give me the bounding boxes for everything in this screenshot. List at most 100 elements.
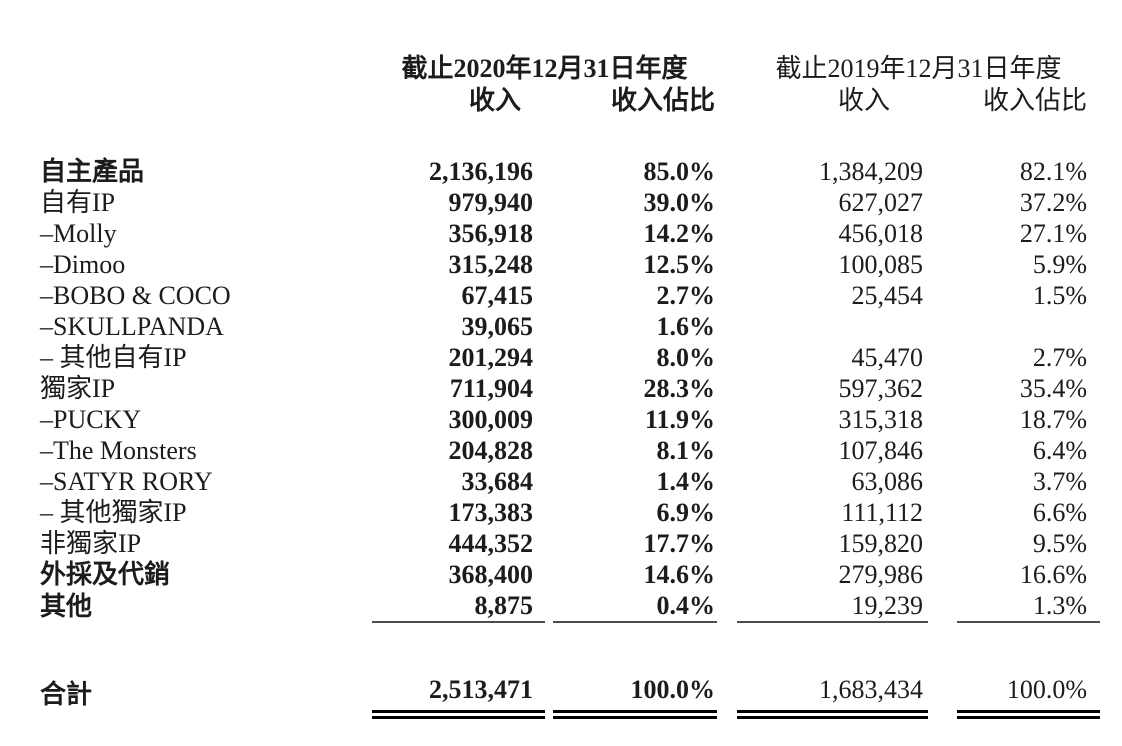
revenue-2020: 8,875 xyxy=(372,590,545,623)
table-row: –SATYR RORY 33,684 1.4% 63,086 3.7% xyxy=(40,466,1100,497)
header-gap-cell xyxy=(928,84,957,116)
gap-cell xyxy=(928,497,957,528)
period-2020-title: 截止2020年12月31日年度 xyxy=(401,54,688,84)
revenue-breakdown-table: 截止2020年12月31日年度 截止2019年12月31日年度 收入 收入佔比 … xyxy=(40,50,1101,719)
gap-cell xyxy=(545,311,553,342)
total-revenue-2019: 1,683,434 xyxy=(737,659,929,719)
gap-cell xyxy=(717,528,737,559)
gap-cell xyxy=(717,218,737,249)
table-row: 外採及代銷 368,400 14.6% 279,986 16.6% xyxy=(40,559,1100,590)
gap-cell xyxy=(928,249,957,280)
revenue-2020: 2,136,196 xyxy=(429,157,533,187)
header-gap-cell xyxy=(717,84,737,116)
revenue-2019: 111,112 xyxy=(841,498,924,528)
share-2019: 9.5% xyxy=(1032,529,1088,559)
gap-cell xyxy=(928,218,957,249)
gap-cell xyxy=(928,659,957,715)
revenue-2020: 315,248 xyxy=(448,250,534,280)
row-label: 獨家IP xyxy=(40,374,116,404)
gap-cell xyxy=(928,528,957,559)
gap-cell xyxy=(545,590,553,622)
gap-cell xyxy=(717,280,737,311)
table-body: 自主產品 2,136,196 85.0% 1,384,209 82.1% 自有IP 979,… xyxy=(40,156,1101,623)
gap-cell xyxy=(717,311,737,342)
table-row: – 其他自有IP 201,294 8.0% 45,470 2.7% xyxy=(40,342,1100,373)
gap-cell xyxy=(545,497,553,528)
share-2020: 0.4% xyxy=(553,590,718,623)
revenue-2020: 204,828 xyxy=(448,436,534,466)
gap-cell xyxy=(717,373,737,404)
row-label: –SATYR RORY xyxy=(40,467,213,497)
row-label: –Molly xyxy=(40,219,117,249)
share-2020: 2.7% xyxy=(656,281,716,311)
pre-total-spacer xyxy=(40,622,1100,659)
gap-cell xyxy=(545,528,553,559)
gap-cell xyxy=(717,404,737,435)
gap-cell xyxy=(545,466,553,497)
total-share-2019: 100.0% xyxy=(957,659,1101,719)
share-2019: 2.7% xyxy=(1032,343,1088,373)
col-header-revenue-2019: 收入 xyxy=(838,86,891,116)
total-revenue-2020: 2,513,471 xyxy=(372,659,545,719)
header-gap-cell xyxy=(717,50,737,84)
table-row: 非獨家IP 444,352 17.7% 159,820 9.5% xyxy=(40,528,1100,559)
gap-cell xyxy=(717,435,737,466)
gap-cell xyxy=(928,435,957,466)
col-header-revenue-2020: 收入 xyxy=(468,86,521,116)
share-2020: 1.4% xyxy=(656,467,716,497)
table-row: –Molly 356,918 14.2% 456,018 27.1% xyxy=(40,218,1100,249)
share-2020: 85.0% xyxy=(643,157,716,187)
share-2020: 17.7% xyxy=(643,529,716,559)
row-label: –Dimoo xyxy=(40,250,126,280)
share-2020: 8.1% xyxy=(656,436,716,466)
revenue-2020: 39,065 xyxy=(461,312,534,342)
gap-cell xyxy=(717,497,737,528)
share-2019: 6.6% xyxy=(1032,498,1088,528)
gap-cell xyxy=(928,311,957,342)
row-label: 其他 xyxy=(40,592,93,622)
row-label: 自有IP xyxy=(40,188,116,218)
revenue-2020: 444,352 xyxy=(448,529,534,559)
share-2020: 11.9% xyxy=(644,405,716,435)
share-2019: 1.5% xyxy=(1032,281,1088,311)
col-header-share-2019: 收入佔比 xyxy=(983,86,1088,116)
row-label: 自主產品 xyxy=(40,157,145,187)
share-2019: 82.1% xyxy=(1019,157,1088,187)
share-2020: 8.0% xyxy=(656,343,716,373)
share-2019: 37.2% xyxy=(1019,188,1088,218)
revenue-2020: 201,294 xyxy=(448,343,534,373)
revenue-2019: 19,239 xyxy=(737,590,929,623)
gap-cell xyxy=(928,590,957,622)
gap-cell xyxy=(545,218,553,249)
period-2019-title: 截止2019年12月31日年度 xyxy=(775,54,1062,84)
revenue-2019: 597,362 xyxy=(838,374,924,404)
gap-cell xyxy=(545,280,553,311)
gap-cell xyxy=(928,156,957,187)
row-label: –SKULLPANDA xyxy=(40,312,224,342)
header-body-spacer xyxy=(40,116,1100,156)
revenue-2020: 711,904 xyxy=(449,374,533,404)
share-2020: 39.0% xyxy=(643,188,716,218)
gap-cell xyxy=(928,280,957,311)
revenue-2019: 159,820 xyxy=(838,529,924,559)
revenue-2019: 45,470 xyxy=(851,343,924,373)
gap-cell xyxy=(717,590,737,622)
share-2019: 18.7% xyxy=(1019,405,1088,435)
gap-cell xyxy=(717,249,737,280)
revenue-2019: 25,454 xyxy=(851,281,924,311)
share-2019: 1.3% xyxy=(957,590,1101,623)
gap-cell xyxy=(717,342,737,373)
share-2020: 14.2% xyxy=(643,219,716,249)
gap-cell xyxy=(928,404,957,435)
share-2019: 5.9% xyxy=(1032,250,1088,280)
gap-cell xyxy=(545,373,553,404)
total-label: 合計 xyxy=(40,679,93,709)
gap-cell xyxy=(717,659,737,715)
period-header-row: 截止2020年12月31日年度 截止2019年12月31日年度 xyxy=(40,50,1100,84)
table-row: – 其他獨家IP 173,383 6.9% 111,112 6.6% xyxy=(40,497,1100,528)
gap-cell xyxy=(928,342,957,373)
share-2020: 6.9% xyxy=(656,498,716,528)
total-share-2020: 100.0% xyxy=(553,659,718,719)
share-2019: 3.7% xyxy=(1032,467,1088,497)
table-row: 獨家IP 711,904 28.3% 597,362 35.4% xyxy=(40,373,1100,404)
